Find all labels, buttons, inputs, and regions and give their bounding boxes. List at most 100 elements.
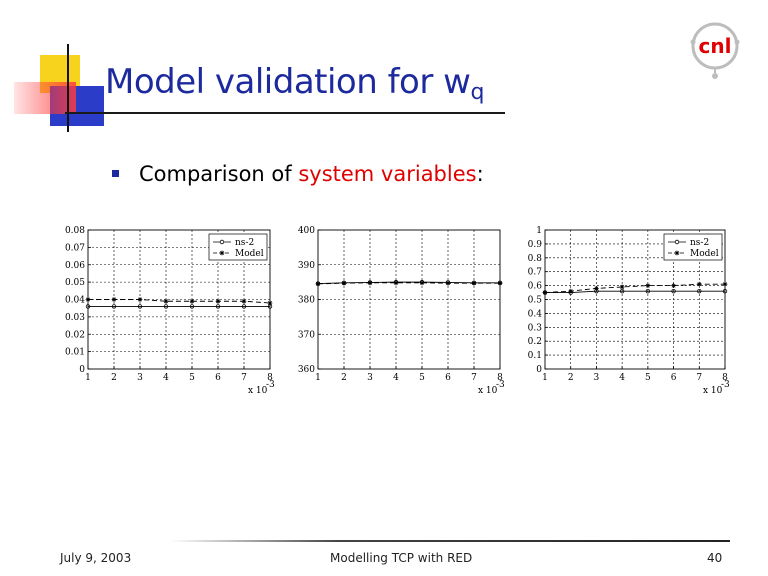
x-multiplier-label: x 10 bbox=[248, 386, 268, 396]
data-point bbox=[241, 298, 247, 304]
data-point bbox=[697, 288, 702, 294]
data-point bbox=[722, 281, 728, 287]
data-point bbox=[445, 280, 451, 286]
data-point bbox=[215, 298, 221, 304]
y-tick-label: 0.04 bbox=[65, 296, 85, 306]
x-multiplier-exponent: -3 bbox=[496, 380, 505, 390]
y-tick-label: 360 bbox=[298, 365, 315, 375]
data-point bbox=[137, 297, 143, 302]
x-tick-label: 8 bbox=[722, 373, 728, 383]
x-multiplier-exponent: -3 bbox=[266, 380, 275, 390]
y-tick-label: 0.1 bbox=[528, 351, 542, 361]
chart-left: 1 2 3 4 5 6 7 8 0 0.01 0.02 0.03 0.04 0.05 0.06 0.07 0.0… bbox=[65, 226, 275, 396]
bullet-square-icon bbox=[112, 169, 119, 177]
legend-box bbox=[208, 233, 268, 261]
y-tick-label: 380 bbox=[298, 296, 315, 306]
y-tick-label: 0 bbox=[79, 365, 85, 375]
data-point bbox=[341, 280, 347, 286]
x-tick-label: 3 bbox=[594, 373, 600, 383]
decorative-corner-blocks bbox=[14, 44, 104, 132]
y-tick-label: 0.6 bbox=[528, 282, 543, 292]
legend-marker bbox=[674, 250, 680, 256]
data-point bbox=[419, 280, 425, 286]
y-tick-label: 0.3 bbox=[528, 323, 543, 333]
data-point bbox=[111, 304, 117, 309]
plot-frame bbox=[317, 229, 501, 370]
data-point bbox=[722, 288, 728, 294]
x-multiplier-label: x 10 bbox=[478, 386, 498, 396]
data-point bbox=[594, 285, 599, 291]
title-underline bbox=[65, 112, 505, 114]
series-line bbox=[544, 283, 725, 293]
data-point bbox=[645, 288, 651, 294]
legend-marker bbox=[219, 239, 225, 245]
data-point bbox=[111, 297, 117, 302]
data-point bbox=[367, 280, 373, 286]
logo-text: cnl bbox=[699, 34, 732, 58]
y-tick-label: 0.02 bbox=[65, 330, 85, 340]
y-tick-label: 0.08 bbox=[65, 226, 85, 236]
data-point bbox=[393, 280, 399, 286]
y-tick-label: 0.2 bbox=[528, 337, 542, 347]
x-tick-label: 8 bbox=[497, 373, 503, 383]
legend-label: Model bbox=[690, 249, 719, 259]
bullet-prefix: Comparison of bbox=[139, 162, 299, 186]
chart-middle: 1 2 3 4 5 6 7 8 360 370 380 390 400 x 10-3 bbox=[298, 226, 505, 396]
y-tick-label: 0.7 bbox=[528, 268, 543, 278]
x-tick-label: 5 bbox=[419, 373, 425, 383]
data-point bbox=[568, 288, 574, 294]
x-tick-label: 6 bbox=[215, 373, 221, 383]
bullet-suffix: : bbox=[476, 162, 484, 186]
y-tick-label: 0 bbox=[536, 365, 542, 375]
data-point bbox=[315, 281, 321, 287]
legend-marker bbox=[219, 250, 225, 256]
x-multiplier-exponent: -3 bbox=[721, 380, 730, 390]
x-tick-label: 5 bbox=[645, 373, 651, 383]
footer-divider bbox=[170, 540, 730, 542]
legend-label: ns-2 bbox=[235, 238, 254, 248]
legend-box bbox=[663, 233, 723, 261]
bullet-highlight: system variables bbox=[298, 162, 477, 186]
footer-title: Modelling TCP with RED bbox=[330, 551, 473, 565]
x-tick-label: 4 bbox=[619, 373, 625, 383]
y-tick-label: 370 bbox=[298, 330, 315, 340]
x-multiplier-label: x 10 bbox=[703, 386, 723, 396]
title-main-text: Model validation for w bbox=[105, 62, 471, 102]
data-point bbox=[645, 283, 651, 288]
x-tick-label: 8 bbox=[267, 373, 273, 383]
y-tick-label: 0.07 bbox=[65, 243, 85, 253]
data-point bbox=[696, 281, 702, 287]
data-point bbox=[267, 300, 273, 306]
bullet-item: Comparison of system variables: bbox=[112, 162, 484, 186]
x-tick-label: 6 bbox=[671, 373, 677, 383]
x-tick-label: 4 bbox=[163, 373, 169, 383]
title-subscript: q bbox=[470, 80, 484, 105]
x-tick-label: 1 bbox=[542, 373, 548, 383]
cnl-logo: cnl bbox=[690, 22, 740, 79]
data-point bbox=[85, 304, 91, 309]
data-point bbox=[189, 304, 195, 309]
y-tick-label: 0.01 bbox=[65, 348, 85, 358]
x-tick-label: 4 bbox=[393, 373, 399, 383]
legend-label: ns-2 bbox=[690, 238, 709, 248]
data-point bbox=[85, 297, 91, 302]
footer-date: July 9, 2003 bbox=[60, 551, 132, 565]
data-point bbox=[671, 283, 676, 288]
data-point bbox=[137, 304, 143, 309]
y-tick-label: 0.03 bbox=[65, 313, 85, 323]
x-tick-label: 6 bbox=[445, 373, 451, 383]
data-point bbox=[163, 304, 169, 309]
legend-marker bbox=[674, 239, 680, 245]
x-tick-label: 3 bbox=[137, 373, 143, 383]
y-tick-label: 390 bbox=[298, 261, 315, 271]
x-tick-label: 7 bbox=[471, 373, 477, 383]
series-line bbox=[88, 299, 271, 304]
deco-vertical-line bbox=[67, 44, 69, 132]
data-point bbox=[189, 298, 195, 304]
deco-red-block bbox=[14, 82, 76, 114]
data-point bbox=[241, 304, 247, 309]
series-line bbox=[317, 281, 500, 284]
data-point bbox=[471, 280, 477, 286]
data-point bbox=[619, 284, 625, 290]
x-tick-label: 2 bbox=[111, 373, 117, 383]
